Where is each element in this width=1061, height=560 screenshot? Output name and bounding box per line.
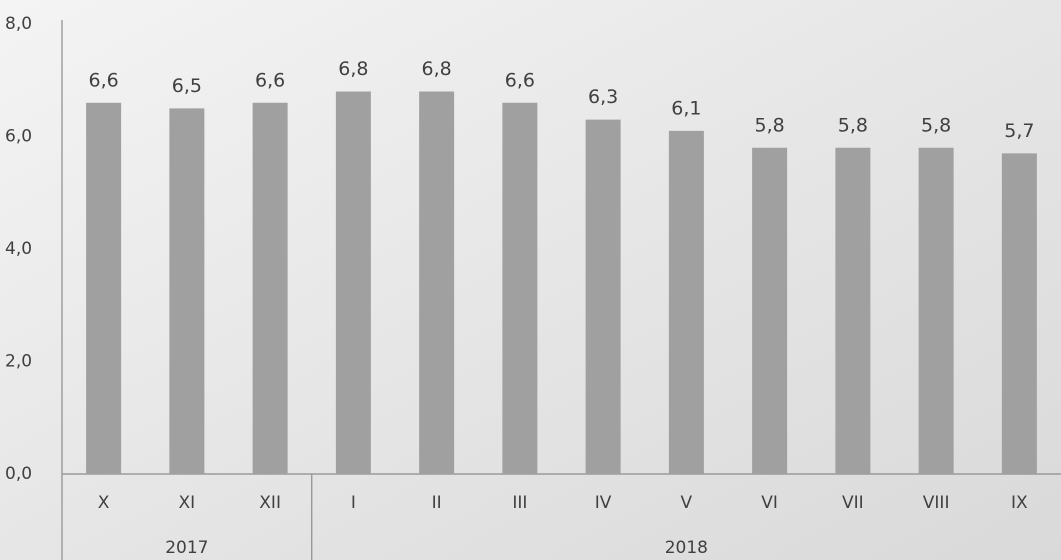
value-label: 6,5 bbox=[172, 75, 202, 97]
y-tick-label: 4,0 bbox=[5, 239, 32, 259]
value-label: 5,8 bbox=[838, 114, 868, 136]
bar bbox=[336, 92, 371, 475]
x-tick-label: VI bbox=[761, 493, 778, 513]
value-label: 6,6 bbox=[255, 69, 285, 91]
value-label: 5,7 bbox=[1004, 120, 1034, 142]
y-tick-label: 0,0 bbox=[5, 464, 32, 484]
chart: 0,0 2,0 4,0 6,0 8,0 X 6,6 XI 6,5 XII 6,6 2017 I 6,8 II… bbox=[0, 0, 1061, 560]
bar bbox=[586, 120, 621, 474]
value-label: 6,6 bbox=[505, 69, 535, 91]
value-label: 6,1 bbox=[671, 97, 701, 119]
bar bbox=[86, 103, 121, 474]
bar bbox=[253, 103, 288, 474]
x-tick-label: II bbox=[432, 493, 442, 513]
bar bbox=[669, 131, 704, 474]
x-tick-label: XI bbox=[179, 493, 196, 513]
x-tick-label: VII bbox=[842, 493, 864, 513]
group-label: 2018 bbox=[665, 538, 708, 558]
x-tick-label: III bbox=[512, 493, 527, 513]
x-tick-label: V bbox=[681, 493, 693, 513]
value-label: 6,8 bbox=[422, 58, 452, 80]
value-label: 6,6 bbox=[89, 69, 119, 91]
x-tick-label: XII bbox=[259, 493, 281, 513]
y-tick-label: 2,0 bbox=[5, 352, 32, 372]
value-label: 6,8 bbox=[338, 58, 368, 80]
y-tick-label: 8,0 bbox=[5, 14, 32, 34]
bar bbox=[502, 103, 537, 474]
group-label: 2017 bbox=[165, 538, 208, 558]
bar bbox=[752, 148, 787, 474]
x-tick-label: VIII bbox=[923, 493, 950, 513]
x-tick-label: I bbox=[351, 493, 356, 513]
bar bbox=[835, 148, 870, 474]
value-label: 5,8 bbox=[755, 114, 785, 136]
x-tick-label: IX bbox=[1011, 493, 1028, 513]
bar bbox=[1002, 153, 1037, 474]
x-tick-label: X bbox=[98, 493, 110, 513]
bar bbox=[419, 92, 454, 475]
bar bbox=[919, 148, 954, 474]
bar bbox=[169, 108, 204, 474]
x-tick-label: IV bbox=[595, 493, 612, 513]
value-label: 6,3 bbox=[588, 86, 618, 108]
y-tick-label: 6,0 bbox=[5, 127, 32, 147]
value-label: 5,8 bbox=[921, 114, 951, 136]
